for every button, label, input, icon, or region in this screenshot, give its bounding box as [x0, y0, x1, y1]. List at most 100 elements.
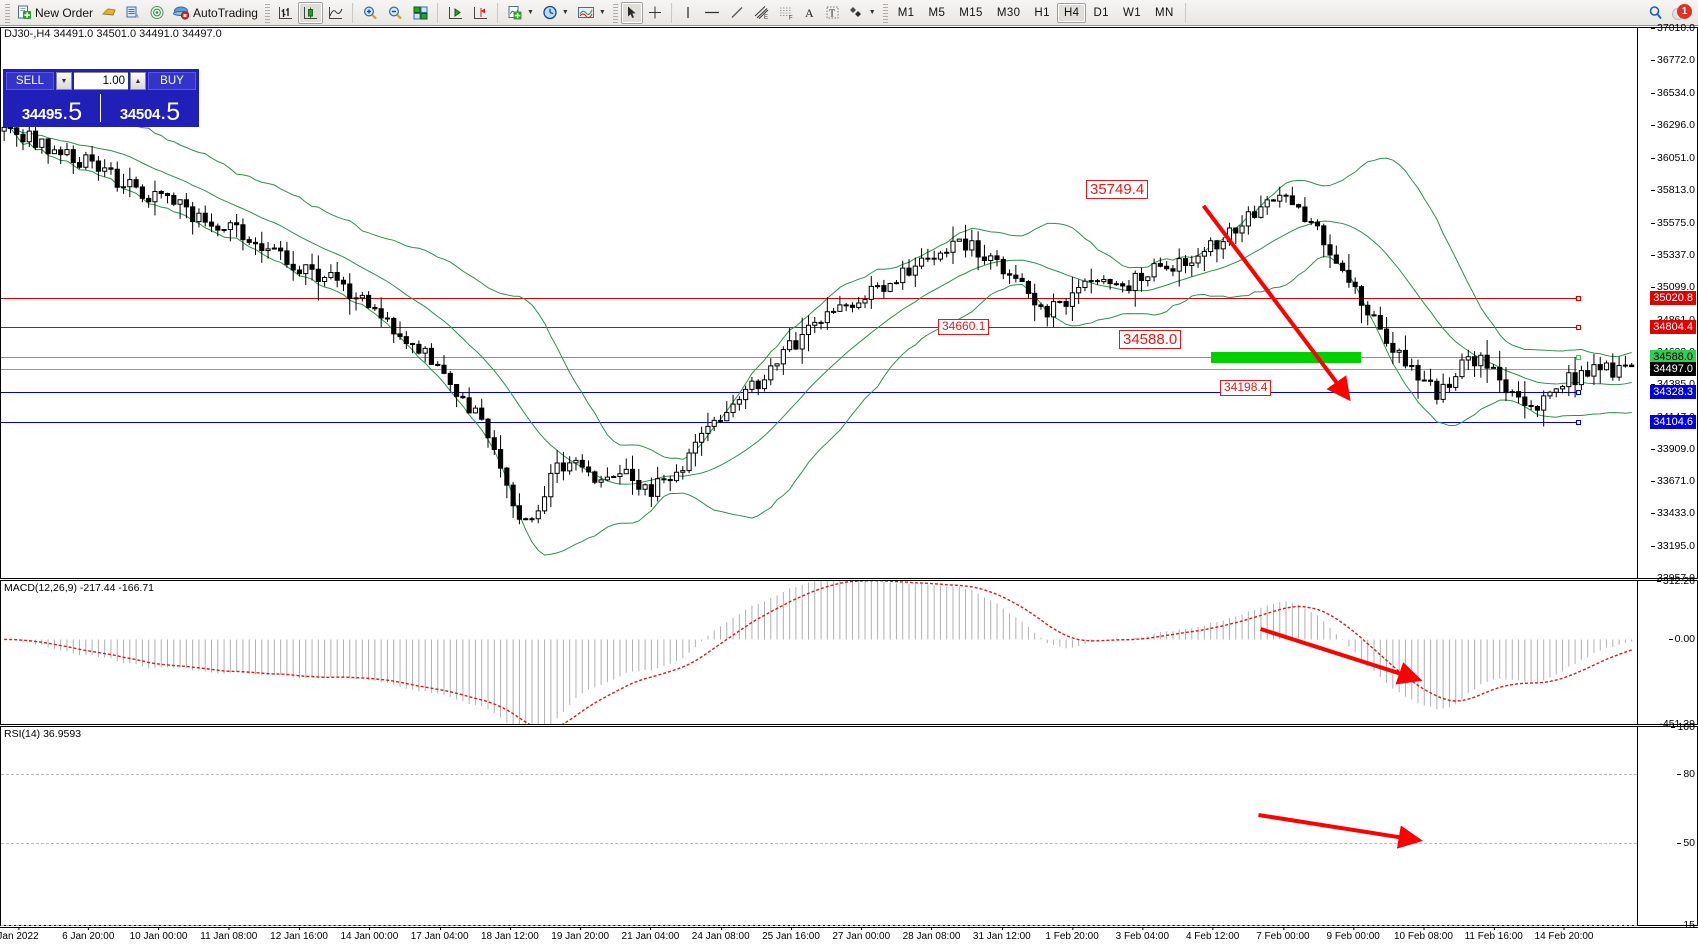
timeframe-d1[interactable]: D1 — [1093, 6, 1109, 19]
toolbar-grip-2[interactable] — [264, 2, 270, 23]
sell-button[interactable]: SELL — [6, 72, 54, 90]
support-zone[interactable] — [1211, 351, 1361, 363]
vertical-line-tool-button[interactable] — [677, 2, 699, 24]
time-tick: 9 Feb 00:00 — [1326, 927, 1380, 942]
timeframe-m5[interactable]: M5 — [928, 6, 946, 19]
horizontal-line-icon — [704, 11, 719, 14]
time-tick: 14 Feb 20:00 — [1534, 927, 1594, 942]
timeframe-h1[interactable]: H1 — [1034, 6, 1050, 19]
fibonacci-icon: F — [779, 7, 793, 21]
buy-button[interactable]: BUY — [148, 72, 196, 90]
level-handle[interactable] — [1576, 295, 1581, 301]
bar-chart-button[interactable] — [273, 2, 298, 24]
rsi-pane[interactable]: RSI(14) 36.9593 100 80 50 15 — [0, 721, 1698, 931]
macd-pane[interactable]: MACD(12,26,9) -217.44 -166.71 312.26 0.00… — [0, 575, 1698, 730]
sell-price[interactable]: 34495 . 5 — [3, 91, 101, 125]
zoom-in-button[interactable] — [358, 2, 383, 24]
label-tool-button[interactable]: T — [821, 2, 844, 24]
price-level-badge[interactable]: 34104.6 — [1650, 415, 1696, 430]
price-axis[interactable]: 37010.0 36772.0 36534.0 36296.0 36051.0 35813… — [1637, 22, 1697, 584]
main-toolbar: New Order AutoTrading — [0, 0, 1698, 26]
timeframe-h4[interactable]: H4 — [1056, 2, 1087, 23]
timeframe-mn[interactable]: MN — [1155, 6, 1174, 19]
price-tick: 33433.0 — [1651, 507, 1695, 520]
timeframe-w1[interactable]: W1 — [1122, 6, 1142, 19]
crosshair-tool-button[interactable] — [643, 2, 667, 24]
search-icon[interactable] — [1648, 5, 1664, 21]
level-handle[interactable] — [1576, 325, 1581, 331]
price-level-line[interactable] — [1, 295, 1581, 301]
timeframe-m15[interactable]: M15 — [959, 6, 983, 19]
terminal-button[interactable] — [97, 2, 121, 24]
shapes-tool-button[interactable]: ▼ — [844, 2, 880, 24]
chart-shift-button[interactable] — [468, 2, 493, 24]
sell-price-int: 34495 — [21, 106, 63, 123]
cursor-tool-button[interactable] — [620, 1, 643, 24]
tile-windows-button[interactable] — [408, 2, 433, 24]
fibonacci-tool-button[interactable]: F — [774, 2, 799, 24]
zoom-out-button[interactable] — [383, 2, 408, 24]
rsi-axis[interactable]: 100 80 50 15 — [1637, 721, 1697, 931]
annotation-support[interactable]: 34588.0 — [1119, 330, 1182, 350]
periods-button[interactable]: ▼ — [538, 2, 573, 24]
svg-text:A: A — [805, 6, 814, 20]
trendline-tool-button[interactable] — [725, 2, 749, 24]
time-axis[interactable]: Jan 2022 6 Jan 20:00 10 Jan 00:00 11 Jan 08… — [0, 927, 1698, 947]
price-level-line[interactable] — [1, 369, 1577, 371]
price-level-badge[interactable]: 35020.8 — [1650, 290, 1696, 305]
chevron-down-icon-4[interactable]: ▼ — [868, 9, 876, 16]
chart-workspace[interactable]: DJ30- H4 Candlestick Chart with Bollinge… — [0, 22, 1698, 949]
price-level-badge[interactable]: 34588.0 — [1650, 349, 1696, 364]
time-tick: 21 Jan 04:00 — [621, 927, 680, 942]
toolbar-grip[interactable] — [5, 2, 10, 23]
autotrading-icon — [173, 6, 190, 20]
navigator-button[interactable] — [145, 2, 169, 24]
auto-scroll-button[interactable] — [443, 2, 468, 24]
level-handle[interactable] — [1576, 420, 1581, 426]
price-level-badge[interactable]: 34497.0 — [1650, 362, 1696, 377]
equidistant-channel-tool-button[interactable]: E — [749, 2, 774, 24]
price-level-line[interactable] — [1, 325, 1581, 331]
annotation-swing-high[interactable]: 35749.4 — [1086, 180, 1149, 200]
price-level-badge[interactable]: 34328.3 — [1650, 384, 1696, 399]
volume-decrement-button[interactable]: ▼ — [56, 72, 72, 90]
candlestick-chart-button[interactable] — [297, 1, 323, 24]
volume-increment-button[interactable]: ▲ — [130, 72, 146, 90]
annotation-resistance[interactable]: 34660.1 — [938, 319, 990, 335]
toolbar-grip-4[interactable] — [882, 2, 888, 23]
line-chart-button[interactable] — [323, 2, 348, 24]
notification-badge: 1 — [1677, 4, 1692, 19]
macd-axis[interactable]: 312.26 0.00 -451.29 — [1637, 575, 1697, 730]
price-tick: 35575.0 — [1651, 216, 1695, 229]
text-tool-button[interactable]: A — [799, 2, 821, 24]
price-pane[interactable]: 37010.0 36772.0 36534.0 36296.0 36051.0 35813… — [0, 22, 1698, 584]
svg-text:F: F — [789, 16, 793, 21]
chevron-down-icon-2[interactable]: ▼ — [561, 9, 569, 16]
templates-button[interactable]: ▼ — [573, 2, 610, 24]
buy-price[interactable]: 34504 . 5 — [101, 91, 199, 125]
timeframe-m1[interactable]: M1 — [897, 6, 915, 19]
toolbar-grip-3[interactable] — [612, 2, 618, 23]
timeframe-m30[interactable]: M30 — [996, 6, 1021, 19]
horizontal-line-tool-button[interactable] — [699, 2, 725, 24]
new-order-button[interactable]: New Order — [13, 2, 97, 24]
notification-bell[interactable]: 1 — [1672, 4, 1692, 22]
price-level-badge[interactable]: 34804.4 — [1650, 320, 1696, 335]
price-level-line[interactable] — [1, 389, 1581, 395]
price-tick: 37010.0 — [1651, 22, 1695, 34]
annotation-swing-low[interactable]: 34198.4 — [1220, 380, 1272, 396]
chevron-down-icon[interactable]: ▼ — [526, 9, 534, 16]
level-handle[interactable] — [1576, 389, 1581, 395]
level-handle[interactable] — [1576, 354, 1581, 360]
one-click-trading-panel[interactable]: SELL ▼ 1.00 ▲ BUY 34495 . 5 34504 . 5 — [3, 69, 199, 127]
volume-input[interactable]: 1.00 — [74, 72, 128, 90]
price-level-line[interactable] — [1, 420, 1581, 426]
data-window-button[interactable] — [121, 2, 145, 24]
indicators-button[interactable]: ▼ — [503, 2, 538, 24]
time-tick: 14 Jan 00:00 — [340, 927, 399, 942]
autotrading-label: AutoTrading — [193, 5, 258, 20]
chevron-down-icon-3[interactable]: ▼ — [598, 9, 606, 16]
autotrading-button[interactable]: AutoTrading — [169, 2, 262, 24]
new-order-icon — [18, 5, 31, 19]
rsi-guide-line — [1, 843, 1637, 845]
